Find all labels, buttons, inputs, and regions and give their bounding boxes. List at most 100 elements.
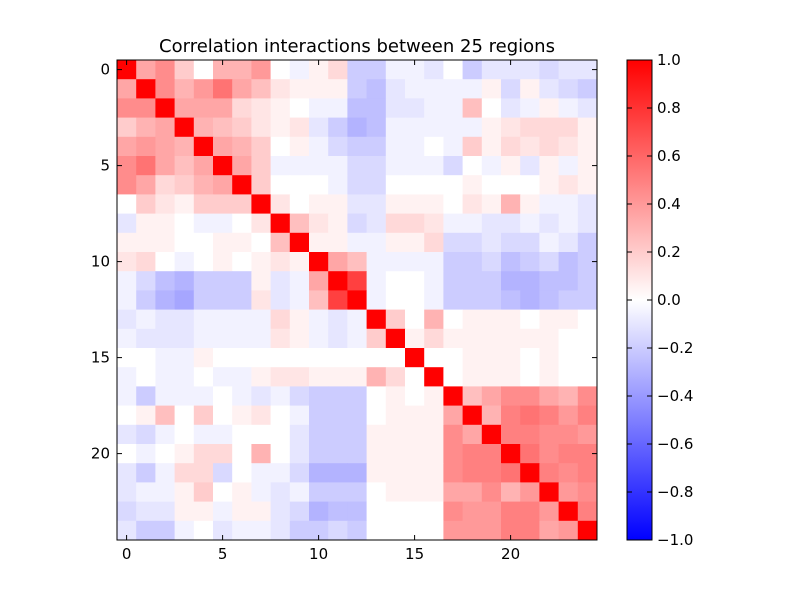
heatmap-cell bbox=[155, 501, 175, 522]
heatmap-cell bbox=[462, 348, 483, 368]
heatmap-cell bbox=[136, 367, 156, 387]
heatmap-cell bbox=[366, 444, 387, 464]
colorbar-tick-label: −0.4 bbox=[657, 387, 693, 405]
heatmap-cell bbox=[366, 501, 387, 522]
heatmap-cell bbox=[309, 444, 329, 464]
heatmap-cell bbox=[213, 348, 233, 368]
heatmap-cell bbox=[328, 156, 348, 176]
heatmap-cell bbox=[136, 405, 156, 426]
heatmap-cell bbox=[462, 271, 483, 291]
heatmap-cell bbox=[155, 60, 175, 80]
heatmap-cell bbox=[251, 367, 271, 387]
heatmap-cell bbox=[501, 252, 521, 272]
heatmap-cell bbox=[577, 501, 598, 522]
heatmap-cell bbox=[289, 482, 310, 502]
heatmap-cell bbox=[366, 328, 387, 349]
heatmap-cell bbox=[462, 175, 483, 195]
heatmap-cell bbox=[117, 501, 137, 522]
heatmap-cell bbox=[136, 501, 156, 522]
heatmap-cell bbox=[501, 520, 521, 541]
heatmap-cell bbox=[328, 194, 348, 214]
heatmap-cell bbox=[347, 520, 367, 541]
heatmap-cell bbox=[193, 386, 214, 406]
heatmap-cell bbox=[462, 386, 483, 406]
heatmap-cell bbox=[251, 520, 271, 541]
heatmap-cell bbox=[347, 309, 367, 330]
heatmap-cell bbox=[347, 444, 367, 464]
x-tick-label: 20 bbox=[501, 545, 520, 563]
heatmap-cell bbox=[424, 290, 444, 310]
heatmap-cell bbox=[309, 232, 329, 253]
heatmap-cell bbox=[136, 348, 156, 368]
heatmap-cell bbox=[385, 79, 406, 99]
heatmap-cell bbox=[424, 271, 444, 291]
heatmap-cell bbox=[520, 444, 540, 464]
heatmap-cell bbox=[174, 136, 195, 157]
heatmap-cell bbox=[558, 482, 579, 502]
colorbar-tick-label: 0.6 bbox=[657, 147, 681, 165]
heatmap-cell bbox=[328, 79, 348, 99]
heatmap-cell bbox=[558, 290, 579, 310]
heatmap-cell bbox=[155, 348, 175, 368]
heatmap-cell bbox=[117, 79, 137, 99]
heatmap-cell bbox=[481, 520, 502, 541]
heatmap-cell bbox=[251, 482, 271, 502]
heatmap-cell bbox=[155, 194, 175, 214]
heatmap-cell bbox=[155, 309, 175, 330]
heatmap-cell bbox=[577, 175, 598, 195]
heatmap-cell bbox=[481, 271, 502, 291]
heatmap-cell bbox=[251, 424, 271, 445]
x-tick-label: 10 bbox=[309, 545, 328, 563]
heatmap-cell bbox=[174, 117, 195, 138]
heatmap-cell bbox=[405, 213, 425, 234]
heatmap-cell bbox=[117, 136, 137, 157]
heatmap-cell bbox=[443, 232, 463, 253]
heatmap-cell bbox=[251, 232, 271, 253]
heatmap-cell bbox=[136, 194, 156, 214]
heatmap-cell bbox=[405, 520, 425, 541]
heatmap-cell bbox=[443, 213, 463, 234]
heatmap-cell bbox=[462, 405, 483, 426]
heatmap-cell bbox=[558, 271, 579, 291]
heatmap-cell bbox=[462, 463, 483, 483]
heatmap-cell bbox=[558, 444, 579, 464]
heatmap-cell bbox=[193, 175, 214, 195]
heatmap-cell bbox=[520, 328, 540, 349]
heatmap-cell bbox=[347, 194, 367, 214]
heatmap-cell bbox=[558, 136, 579, 157]
heatmap-cell bbox=[117, 367, 137, 387]
heatmap-cell bbox=[424, 367, 444, 387]
heatmap-cell bbox=[174, 424, 195, 445]
heatmap-cell bbox=[270, 463, 291, 483]
heatmap-cell bbox=[347, 232, 367, 253]
heatmap-cell bbox=[385, 386, 406, 406]
colorbar-tick-label: −0.2 bbox=[657, 339, 693, 357]
heatmap-cell bbox=[232, 79, 252, 99]
heatmap-cell bbox=[251, 271, 271, 291]
heatmap-cell bbox=[213, 463, 233, 483]
heatmap-cell bbox=[193, 328, 214, 349]
heatmap-cell bbox=[174, 520, 195, 541]
heatmap-cell bbox=[193, 60, 214, 80]
heatmap-cell bbox=[136, 520, 156, 541]
heatmap-cell bbox=[577, 367, 598, 387]
heatmap-cell bbox=[366, 405, 387, 426]
heatmap-cell bbox=[270, 328, 291, 349]
heatmap-cell bbox=[155, 252, 175, 272]
heatmap-cell bbox=[193, 194, 214, 214]
heatmap-cell bbox=[539, 444, 559, 464]
heatmap-cell bbox=[232, 60, 252, 80]
heatmap-cell bbox=[577, 424, 598, 445]
heatmap-cell bbox=[347, 405, 367, 426]
heatmap-cell bbox=[155, 482, 175, 502]
heatmap-cell bbox=[558, 156, 579, 176]
heatmap-cell bbox=[155, 424, 175, 445]
heatmap-cell bbox=[385, 424, 406, 445]
colorbar-tick-label: 0.0 bbox=[657, 291, 681, 309]
heatmap-cell bbox=[251, 309, 271, 330]
heatmap-cell bbox=[501, 60, 521, 80]
heatmap-cell bbox=[213, 444, 233, 464]
heatmap-cell bbox=[289, 328, 310, 349]
heatmap-cell bbox=[309, 424, 329, 445]
heatmap-cell bbox=[155, 79, 175, 99]
